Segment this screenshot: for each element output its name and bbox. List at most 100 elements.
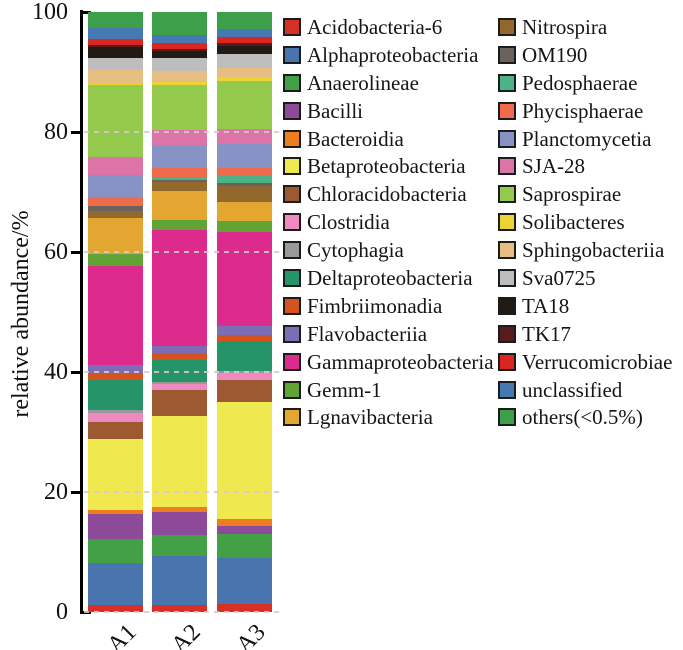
- legend-label-Lgnavibacteria: Lgnavibacteria: [307, 405, 433, 430]
- bar-segment-Pedosphaerae-A2: [152, 176, 207, 180]
- legend-item-Pedosphaerae: Pedosphaerae: [498, 69, 672, 97]
- legend-swatch-Betaproteobacteria: [283, 157, 301, 176]
- legend-item-Planctomycetia: Planctomycetia: [498, 125, 672, 153]
- legend-item-Clostridia: Clostridia: [283, 208, 494, 236]
- bar-segment-Bacilli-A1: [88, 513, 143, 539]
- bar-segment-Verrucomicrobiae-A1: [88, 38, 143, 46]
- bar-segment-Bacteroidia-A1: [88, 510, 143, 514]
- bar-segment-Solibacteres-A1: [88, 84, 143, 86]
- legend-item-Deltaproteobacteria: Deltaproteobacteria: [283, 264, 494, 292]
- bar-segment-Solibacteres-A3: [217, 76, 272, 82]
- bar-segment-Nitrospira-A3: [217, 185, 272, 202]
- bar-segment-Clostridia-A2: [152, 384, 207, 391]
- bar-segment-Betaproteobacteria-A2: [152, 416, 207, 508]
- bar-segment-Gammaproteobacteria-A3: [217, 231, 272, 327]
- legend-label-Verrucomicrobiae: Verrucomicrobiae: [522, 349, 673, 374]
- y-axis-line: [80, 10, 83, 614]
- legend-label-Clostridia: Clostridia: [307, 210, 390, 235]
- legend-swatch-Sphingobacteriia: [498, 241, 516, 260]
- bar-A1: [88, 12, 143, 612]
- y-axis-tick-label-0: 0: [56, 599, 68, 625]
- legend-swatch-others(<0.5%): [498, 408, 516, 427]
- bar-segment-Anaerolineae-A1: [88, 538, 143, 564]
- bar-segment-Planctomycetia-A2: [152, 145, 207, 169]
- legend-item-Sva0725: Sva0725: [498, 264, 672, 292]
- legend-label-Planctomycetia: Planctomycetia: [522, 126, 652, 151]
- legend-swatch-Planctomycetia: [498, 129, 516, 148]
- legend-label-TK17: TK17: [522, 321, 571, 346]
- legend-item-Bacteroidia: Bacteroidia: [283, 125, 494, 153]
- legend-label-unclassified: unclassified: [522, 377, 623, 402]
- legend-item-unclassified: unclassified: [498, 376, 672, 404]
- legend-label-Flavobacteriia: Flavobacteriia: [307, 321, 428, 346]
- legend-swatch-Bacilli: [283, 101, 301, 120]
- bar-segment-Sphingobacteriia-A3: [217, 67, 272, 77]
- bar-segment-Cytophagia-A1: [88, 410, 143, 414]
- bar-segment-SJA-28-A2: [152, 130, 207, 146]
- legend-swatch-Gemm-1: [283, 380, 301, 399]
- bar-segment-Flavobacteriia-A3: [217, 326, 272, 335]
- bar-segment-Acidobacteria-6-A2: [152, 604, 207, 612]
- legend-swatch-Saprospirae: [498, 185, 516, 204]
- legend-swatch-Nitrospira: [498, 17, 516, 36]
- bar-segment-Planctomycetia-A1: [88, 175, 143, 197]
- bar-segment-Alphaproteobacteria-A1: [88, 563, 143, 606]
- x-tick-label-A3: A3: [231, 619, 271, 650]
- bar-segment-Deltaproteobacteria-A1: [88, 380, 143, 411]
- bar-segment-SJA-28-A1: [88, 157, 143, 176]
- legend-item-Alphaproteobacteria: Alphaproteobacteria: [283, 41, 494, 69]
- legend-item-Lgnavibacteria: Lgnavibacteria: [283, 403, 494, 431]
- legend-label-Chloracidobacteria: Chloracidobacteria: [307, 182, 467, 207]
- legend-column-1: Acidobacteria-6 Alphaproteobacteria Anaero…: [283, 13, 494, 431]
- legend-swatch-Flavobacteriia: [283, 324, 301, 343]
- bar-segment-Sva0725-A3: [217, 53, 272, 68]
- bar-segment-others(<0.5%)-A3: [217, 12, 272, 29]
- gridline-20: [84, 491, 284, 493]
- legend-swatch-Verrucomicrobiae: [498, 352, 516, 371]
- legend-item-Cytophagia: Cytophagia: [283, 236, 494, 264]
- bar-segment-unclassified-A2: [152, 34, 207, 44]
- legend-swatch-SJA-28: [498, 157, 516, 176]
- legend-item-SJA-28: SJA-28: [498, 152, 672, 180]
- legend-swatch-Lgnavibacteria: [283, 408, 301, 427]
- gridline-0: [84, 611, 284, 613]
- x-tick-label-A2: A2: [166, 619, 206, 650]
- bar-segment-others(<0.5%)-A1: [88, 12, 143, 28]
- bar-segment-Verrucomicrobiae-A3: [217, 37, 272, 44]
- bar-segment-Lgnavibacteria-A3: [217, 201, 272, 222]
- bar-segment-Gemm-1-A3: [217, 221, 272, 232]
- bar-segment-Flavobacteriia-A1: [88, 365, 143, 373]
- bar-segment-Pedosphaerae-A3: [217, 175, 272, 183]
- y-axis-tick-100: [82, 11, 91, 14]
- bar-segment-OM190-A2: [152, 179, 207, 182]
- legend-item-Flavobacteriia: Flavobacteriia: [283, 320, 494, 348]
- legend-swatch-Pedosphaerae: [498, 73, 516, 92]
- legend-item-Gemm-1: Gemm-1: [283, 376, 494, 404]
- legend-item-others(<0.5%): others(<0.5%): [498, 403, 672, 431]
- bar-segment-Bacteroidia-A2: [152, 507, 207, 512]
- legend-item-OM190: OM190: [498, 41, 672, 69]
- bar-segment-Saprospirae-A3: [217, 81, 272, 129]
- legend-swatch-TK17: [498, 324, 516, 343]
- legend-swatch-Gammaproteobacteria: [283, 352, 301, 371]
- y-axis-title: relative abundance/%: [8, 210, 34, 418]
- legend-item-Phycisphaerae: Phycisphaerae: [498, 97, 672, 125]
- legend-swatch-Solibacteres: [498, 213, 516, 232]
- bar-segment-Nitrospira-A1: [88, 211, 143, 219]
- bar-segment-Lgnavibacteria-A2: [152, 190, 207, 221]
- legend-item-Solibacteres: Solibacteres: [498, 208, 672, 236]
- bar-segment-Saprospirae-A1: [88, 85, 143, 158]
- y-axis-tick-60: [71, 251, 80, 254]
- legend-label-OM190: OM190: [522, 42, 588, 67]
- bar-segment-Anaerolineae-A2: [152, 534, 207, 556]
- legend-label-Gammaproteobacteria: Gammaproteobacteria: [307, 349, 494, 374]
- bar-segment-Saprospirae-A2: [152, 85, 207, 131]
- legend-label-Deltaproteobacteria: Deltaproteobacteria: [307, 265, 473, 290]
- bar-segment-Chloracidobacteria-A3: [217, 379, 272, 403]
- legend-swatch-Clostridia: [283, 213, 301, 232]
- legend-label-Fimbriimonadia: Fimbriimonadia: [307, 293, 443, 318]
- y-axis-tick-label-60: 60: [44, 239, 68, 265]
- bar-segment-TK17-A3: [217, 43, 272, 47]
- legend-label-Saprospirae: Saprospirae: [522, 182, 622, 207]
- legend-swatch-TA18: [498, 296, 516, 315]
